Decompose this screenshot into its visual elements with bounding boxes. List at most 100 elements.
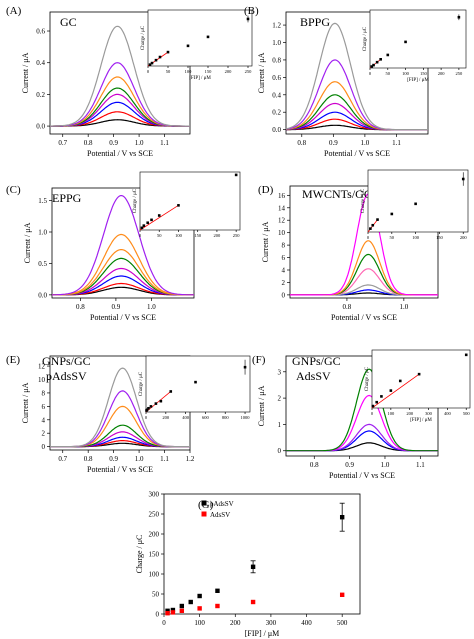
panel-e-voltammogram-curve	[50, 367, 190, 448]
panel-g-legend-label: AdsSV	[210, 511, 230, 519]
panel-b-inset-frame	[369, 9, 467, 69]
panel-a-x-tick-label: 0.7	[58, 139, 67, 147]
panel-d-y-tick-label: 10	[278, 229, 286, 237]
panel-d-inset-x-tick-label: 50	[390, 235, 395, 240]
panel-a-x-tick-label: 1.0	[135, 139, 144, 147]
panel-d-inset-point	[461, 177, 465, 181]
panel-b-inset-x-tick-label: 150	[420, 71, 428, 76]
panel-f-voltammogram-curve	[286, 442, 438, 452]
panel-e-y-tick-label: 10	[38, 376, 46, 384]
panel-g-x-tick-label: 0	[162, 619, 166, 627]
panel-c-x-tick-label: 0.9	[112, 303, 121, 311]
panel-e-inset-x-tick-label: 600	[202, 415, 210, 420]
panel-b-inset-x-tick-label: 250	[456, 71, 464, 76]
panel-b-inset-x-tick-label: 0	[369, 71, 372, 76]
panel-g: (G)0100200300400500050100150200250300[FI…	[135, 491, 361, 638]
panel-a-y-axis-label: Current / μA	[21, 52, 30, 93]
panel-g-x-tick-label: 400	[301, 619, 312, 627]
panel-b-y-tick-label: 0.4	[272, 91, 281, 99]
panel-f-inset-y-axis-label: Charge / μC	[365, 366, 370, 391]
panel-b-axes-frame	[285, 11, 429, 135]
panel-e-inset-point	[154, 402, 158, 405]
panel-f-letter: (F)	[252, 354, 266, 366]
panel-g-axes-frame	[163, 493, 361, 615]
panel-c: (C) 0.8 0.9 1.0 0.0 0.5 1.0 1.5 Potential / V vs…	[6, 171, 241, 322]
panel-d-electrode-label: MWCNTs/GC	[302, 187, 372, 201]
panel-g-data-point	[339, 592, 345, 597]
panel-e-y-tick-label: 8	[42, 389, 46, 397]
panel-b-electrode-label: BPPG	[300, 15, 330, 29]
panel-a-x-axis-label: Potential / V vs SCE	[87, 149, 153, 158]
panel-g-y-tick-label: 150	[149, 551, 160, 559]
panel-e-x-tick-label: 1.2	[186, 455, 195, 463]
panel-f-inset-point	[375, 400, 379, 404]
panel-d-y-tick-label: 4	[282, 267, 286, 275]
panel-c-inset-fit-line	[139, 205, 179, 231]
panel-d-inset-x-tick-label: 150	[436, 235, 444, 240]
panel-d-y-tick-label: 16	[278, 192, 286, 200]
panel-g-y-tick-label: 300	[149, 491, 160, 499]
panel-d-inset-point	[371, 223, 375, 227]
panel-f-inset-point	[398, 379, 402, 383]
panel-f-y-tick-label: 2	[278, 395, 282, 403]
panel-a-inset-point	[154, 58, 158, 62]
panel-f-y-tick-label: 1	[278, 421, 282, 429]
panel-d-inset-frame	[367, 169, 469, 233]
panel-c-x-tick-label: 1.0	[147, 303, 156, 311]
panel-g-y-tick-label: 50	[152, 591, 160, 599]
panel-e-method-label: pAdsSV	[46, 369, 87, 383]
panel-b-x-tick-label: 0.9	[329, 139, 338, 147]
panel-b-y-tick-label: 0.8	[272, 56, 281, 64]
panel-b-inset-point	[379, 58, 382, 61]
panel-b-inset-x-axis-label: [FIP] / μM	[407, 78, 429, 83]
panel-f-inset-point	[371, 404, 375, 408]
panel-e-inset-point	[159, 399, 163, 403]
panel-f-voltammogram-curve	[286, 423, 438, 452]
panel-g-y-tick-label: 0	[156, 611, 160, 619]
panel-a-inset-x-tick-label: 200	[225, 69, 233, 74]
panel-e-letter: (E)	[6, 354, 20, 366]
panel-b-y-tick-label: 1.0	[272, 39, 281, 47]
panel-a-y-tick-label: 0.0	[36, 123, 45, 131]
panel-a-voltammogram-curve	[50, 101, 190, 127]
panel-g-data-point	[188, 599, 193, 605]
panel-d-voltammogram-curve	[290, 268, 438, 296]
panel-c-inset-x-tick-label: 150	[194, 233, 202, 238]
panel-d-letter: (D)	[258, 184, 274, 196]
panel-a-inset-x-axis-label: [FIP] / μM	[189, 76, 211, 81]
panel-d-y-tick-label: 2	[282, 279, 286, 287]
panel-e-inset-y-axis-label: Charge / μC	[139, 371, 144, 396]
panel-g-data-point	[197, 593, 202, 599]
panel-b-y-tick-label: 0.0	[272, 126, 281, 134]
panel-d-inset-point	[376, 218, 379, 221]
panel-e-inset-frame	[145, 355, 251, 413]
panel-a: (A) 0.7 0.8 0.9 1.0 1.1 0.0 0.2 0.4 0.6 Potential …	[6, 5, 253, 158]
panel-c-inset-x-tick-label: 100	[175, 233, 183, 238]
panel-g-data-point	[215, 588, 220, 593]
panel-e-x-tick-label: 1.0	[135, 455, 144, 463]
panel-b-x-tick-label: 1.1	[392, 139, 401, 147]
panel-e-voltammogram-curve	[50, 431, 190, 448]
panel-f-voltammogram-curve	[286, 430, 438, 452]
panel-c-inset-point	[142, 224, 146, 227]
panel-b-voltammogram-curve	[285, 22, 428, 131]
panel-c-voltammogram-curve	[52, 249, 194, 296]
panel-d-y-axis-label: Current / μA	[261, 221, 270, 262]
panel-f-inset-x-tick-label: 0	[371, 411, 374, 416]
panel-a-inset-frame	[147, 9, 253, 67]
panel-b-y-tick-label: 0.2	[272, 109, 281, 117]
panel-a-inset-point	[158, 55, 162, 59]
panel-c-inset-point	[177, 204, 180, 207]
panel-g-x-tick-label: 300	[266, 619, 277, 627]
panel-b-y-tick-label: 1.2	[272, 22, 281, 30]
panel-e-y-tick-label: 0	[42, 443, 46, 451]
panel-e-y-tick-label: 4	[42, 416, 46, 424]
panel-f-x-tick-label: 1.0	[381, 461, 390, 469]
panel-c-x-axis-label: Potential / V vs SCE	[90, 313, 156, 322]
panel-g-legend-marker	[201, 511, 207, 517]
panel-e-x-tick-label: 1.1	[160, 455, 169, 463]
panel-g-data-point	[215, 603, 220, 609]
panel-g-x-tick-label: 100	[194, 619, 205, 627]
panel-g-data-point	[197, 606, 202, 611]
